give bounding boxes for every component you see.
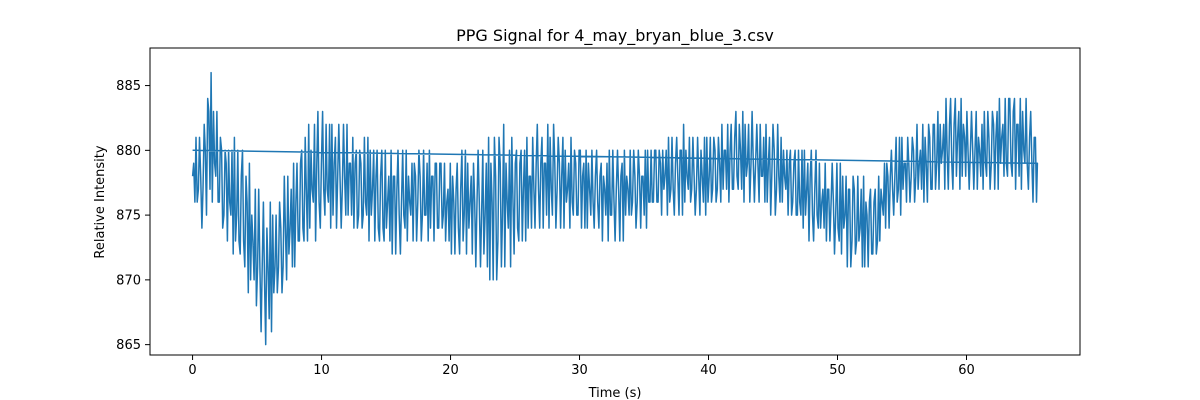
x-tick-label: 50 — [829, 363, 846, 378]
x-axis-label: Time (s) — [588, 386, 642, 400]
x-axis: 0 10 20 30 40 50 60 — [188, 355, 975, 378]
x-tick-label: 20 — [442, 363, 459, 378]
y-tick-label: 880 — [116, 144, 141, 159]
x-tick-label: 40 — [700, 363, 717, 378]
x-tick-label: 60 — [958, 363, 975, 378]
y-tick-label: 865 — [116, 338, 141, 353]
x-tick-label: 30 — [571, 363, 588, 378]
plot-area — [191, 71, 1039, 346]
y-tick-label: 875 — [116, 209, 141, 224]
y-tick-label: 885 — [116, 79, 141, 94]
y-axis-label: Relative Intensity — [93, 145, 108, 258]
x-tick-label: 0 — [188, 363, 196, 378]
x-tick-label: 10 — [313, 363, 330, 378]
y-axis: 865 870 875 880 885 — [116, 79, 150, 353]
chart-title: PPG Signal for 4_may_bryan_blue_3.csv — [456, 26, 774, 46]
ppg-signal-line — [191, 71, 1039, 346]
axes-frame — [149, 47, 1081, 356]
y-tick-label: 870 — [116, 273, 141, 288]
